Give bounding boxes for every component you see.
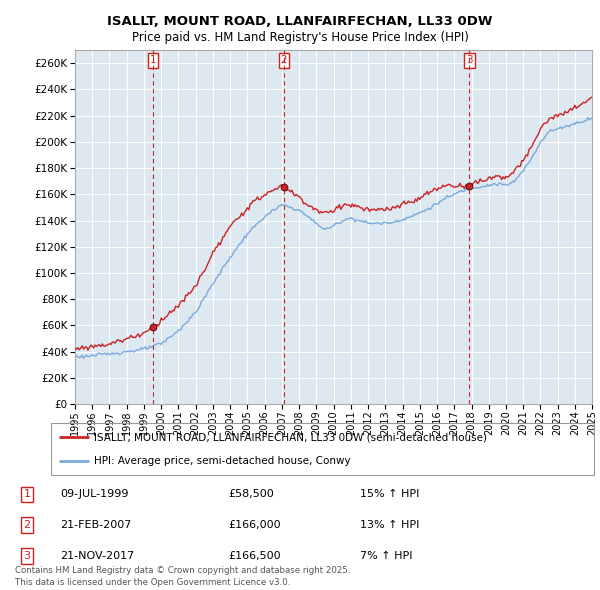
- Text: Price paid vs. HM Land Registry's House Price Index (HPI): Price paid vs. HM Land Registry's House …: [131, 31, 469, 44]
- Text: 2: 2: [281, 55, 287, 65]
- Text: 21-FEB-2007: 21-FEB-2007: [60, 520, 131, 530]
- Text: £166,000: £166,000: [228, 520, 281, 530]
- Text: 2: 2: [23, 520, 31, 530]
- Text: 7% ↑ HPI: 7% ↑ HPI: [360, 551, 413, 560]
- Text: ISALLT, MOUNT ROAD, LLANFAIRFECHAN, LL33 0DW (semi-detached house): ISALLT, MOUNT ROAD, LLANFAIRFECHAN, LL33…: [94, 432, 487, 442]
- Text: 3: 3: [466, 55, 473, 65]
- Text: £58,500: £58,500: [228, 490, 274, 499]
- Text: 09-JUL-1999: 09-JUL-1999: [60, 490, 128, 499]
- Text: 1: 1: [149, 55, 156, 65]
- Text: £166,500: £166,500: [228, 551, 281, 560]
- Text: 3: 3: [23, 551, 31, 560]
- Text: 21-NOV-2017: 21-NOV-2017: [60, 551, 134, 560]
- Text: Contains HM Land Registry data © Crown copyright and database right 2025.
This d: Contains HM Land Registry data © Crown c…: [15, 566, 350, 587]
- Text: 15% ↑ HPI: 15% ↑ HPI: [360, 490, 419, 499]
- Text: HPI: Average price, semi-detached house, Conwy: HPI: Average price, semi-detached house,…: [94, 456, 351, 466]
- Text: 1: 1: [23, 490, 31, 499]
- Text: 13% ↑ HPI: 13% ↑ HPI: [360, 520, 419, 530]
- Text: ISALLT, MOUNT ROAD, LLANFAIRFECHAN, LL33 0DW: ISALLT, MOUNT ROAD, LLANFAIRFECHAN, LL33…: [107, 15, 493, 28]
